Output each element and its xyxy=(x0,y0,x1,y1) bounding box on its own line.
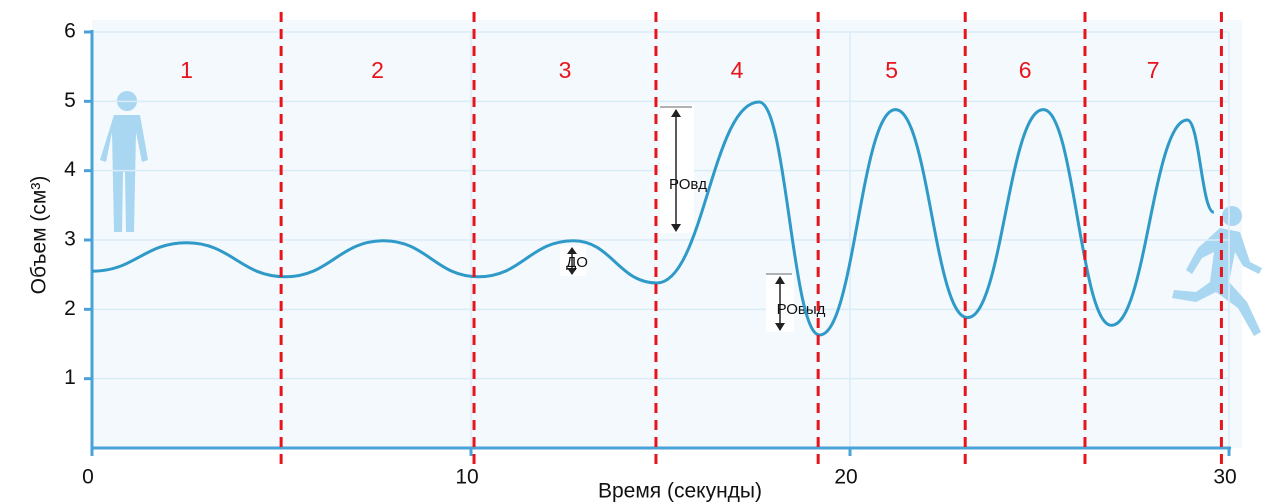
x-tick-label: 0 xyxy=(82,466,94,489)
phase-label: 2 xyxy=(371,57,384,83)
y-tick-label: 2 xyxy=(64,297,76,320)
annotation: РОвыд xyxy=(777,301,826,318)
y-axis-label: Объем (см³) xyxy=(28,176,51,295)
running-figure xyxy=(1172,206,1262,336)
x-axis-label: Время (секунды) xyxy=(598,480,762,503)
x-tick-label: 10 xyxy=(455,466,478,489)
annotation-arrows xyxy=(560,105,794,332)
phase-label: 3 xyxy=(559,57,572,83)
y-tick-label: 1 xyxy=(64,366,76,389)
phase-label: 7 xyxy=(1147,57,1160,83)
phase-label: 1 xyxy=(180,57,193,83)
phase-label: 4 xyxy=(731,57,744,83)
plot-background xyxy=(92,20,1242,448)
y-tick-label: 5 xyxy=(64,89,76,112)
x-tick-label: 20 xyxy=(834,466,857,489)
annotation: РОвд xyxy=(669,176,707,193)
data-line xyxy=(91,100,1215,337)
annotation: ДО xyxy=(566,254,588,271)
y-tick-label: 3 xyxy=(64,228,76,251)
y-tick-label: 6 xyxy=(64,20,76,43)
x-tick-label: 30 xyxy=(1213,466,1236,489)
phase-label: 5 xyxy=(885,57,898,83)
phase-label: 6 xyxy=(1019,57,1032,83)
y-tick-label: 4 xyxy=(64,158,76,181)
